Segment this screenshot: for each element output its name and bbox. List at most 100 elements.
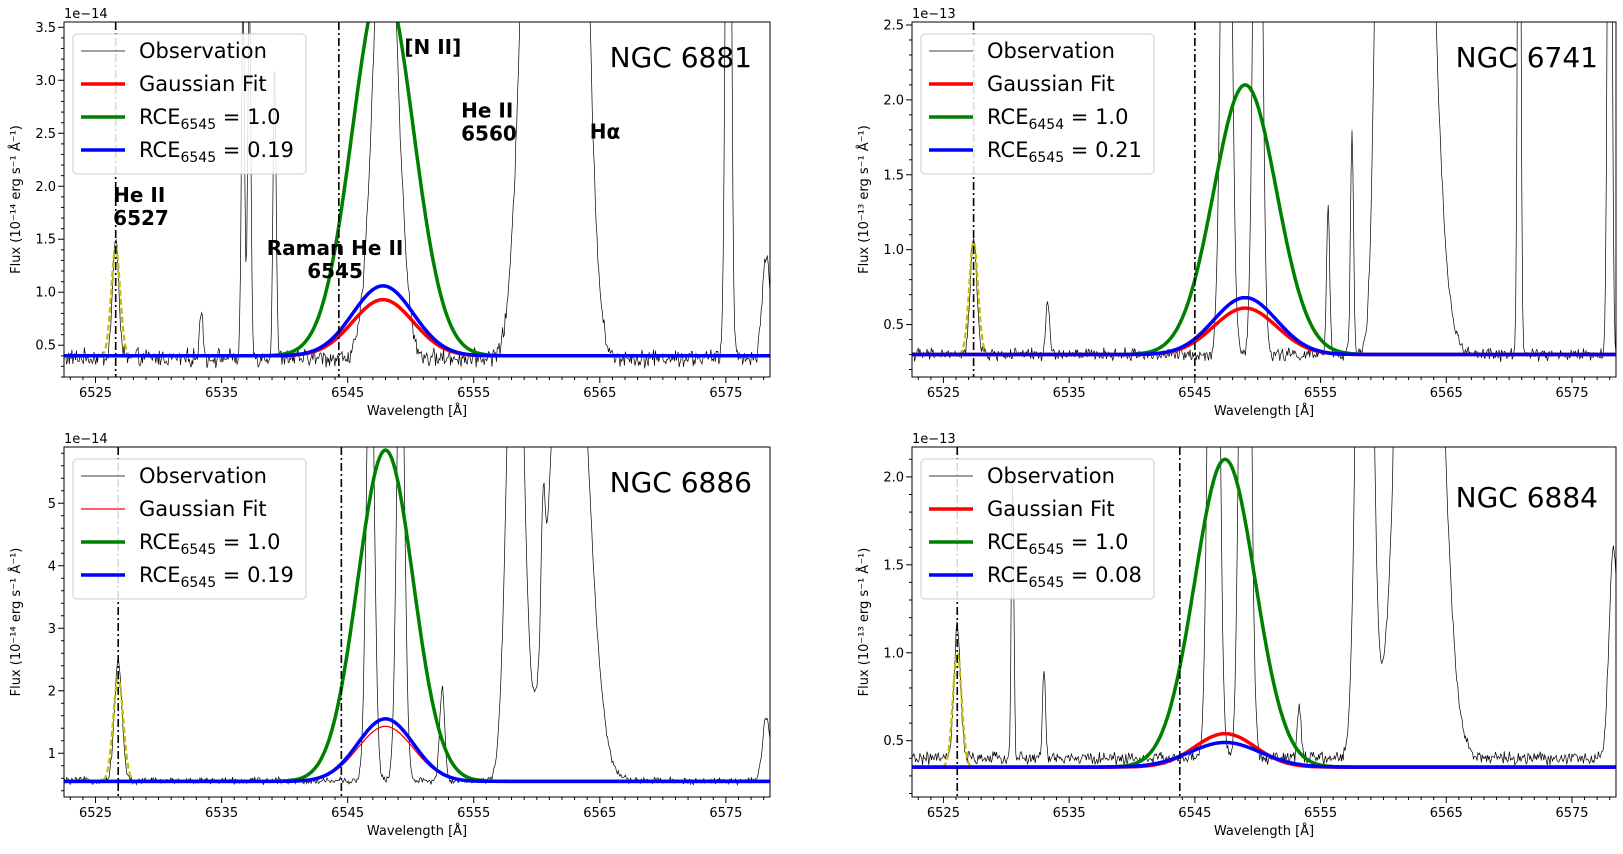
axes-frame	[911, 21, 1617, 378]
legend-label-rce_fit: RCE6545 = 0.08	[987, 563, 1142, 591]
y-tick-label: 2.5	[35, 127, 56, 142]
y-tick-label: 2.0	[883, 470, 904, 485]
x-tick-label: 6565	[1430, 386, 1463, 401]
annotation-line: He II	[113, 183, 165, 207]
object-title: NGC 6886	[610, 466, 752, 499]
x-axis-label: Wavelength [Å]	[367, 403, 467, 419]
x-tick-label: 6555	[1304, 386, 1337, 401]
legend-label-rce_full: RCE6545 = 1.0	[139, 105, 280, 133]
panel-bottom-left: 6525 6535 6545 6555 6565 6575 1 2 3 4 5 1e−14 Wavele…	[8, 432, 771, 839]
x-tick-label: 6525	[927, 386, 960, 401]
axis-offset-label: 1e−13	[912, 7, 956, 22]
legend-label-rce_full: RCE6545 = 1.0	[139, 530, 280, 558]
plot-area	[64, 447, 770, 797]
y-tick-label: 1.5	[883, 168, 904, 183]
y-tick-label: 2.0	[35, 180, 56, 195]
x-axis-label: Wavelength [Å]	[367, 823, 467, 839]
object-title: NGC 6881	[610, 41, 752, 74]
x-tick-label: 6525	[927, 806, 960, 821]
y-tick-label: 2.5	[883, 18, 904, 33]
legend-label-rce_fit: RCE6545 = 0.21	[987, 138, 1142, 166]
he-ii-fit-line	[958, 239, 989, 356]
x-tick-label: 6535	[1053, 386, 1086, 401]
legend-label-base: RCE	[987, 138, 1028, 162]
legend-label-rest: = 1.0	[1064, 530, 1128, 554]
panel-bottom-right: 6525 6535 6545 6555 6565 6575 0.5 1.0 1.5 2.0 1e−1…	[856, 432, 1617, 839]
gaussian-fit-line	[64, 725, 770, 783]
annotation-0: He II 6527	[113, 183, 169, 230]
legend-label-rce_full: RCE6545 = 1.0	[987, 530, 1128, 558]
y-tick-label: 0.5	[35, 339, 56, 354]
legend-label-sub: 6545	[1028, 150, 1064, 166]
legend-label-base: RCE	[139, 530, 180, 554]
axis-offset-label: 1e−13	[912, 432, 956, 447]
x-tick-label: 6535	[205, 806, 238, 821]
x-tick-label: 6545	[331, 806, 364, 821]
annotation-line: 6560	[461, 121, 517, 145]
axis-offset-label: 1e−14	[64, 7, 108, 22]
plot-area	[912, 22, 1616, 377]
rce-fit-line	[912, 295, 1616, 357]
x-tick-label: 6555	[457, 806, 490, 821]
legend: Observation Gaussian Fit RCE6545 = 1.0 RCE6…	[72, 33, 307, 175]
x-tick-label: 6575	[1555, 386, 1588, 401]
gaussian-fit-line	[64, 297, 770, 358]
plot-area	[912, 447, 1616, 797]
axis-offset-label: 1e−14	[64, 432, 108, 447]
y-tick-label: 1.0	[883, 646, 904, 661]
legend-label-base: RCE	[987, 530, 1028, 554]
he-ii-fit-line	[941, 650, 973, 768]
rce-fit-line	[64, 717, 770, 784]
legend-label-rest: = 1.0	[216, 530, 280, 554]
y-axis-label: Flux (10⁻¹⁴ erg s⁻¹ Å⁻¹)	[8, 125, 24, 274]
legend-label-rce_fit: RCE6545 = 0.19	[139, 563, 294, 591]
legend-box	[920, 33, 1155, 175]
axes-frame	[63, 446, 771, 798]
object-title: NGC 6884	[1456, 481, 1598, 514]
annotation-4: Hα	[590, 120, 620, 144]
legend: Observation Gaussian Fit RCE6545 = 1.0 RCE6…	[72, 458, 307, 600]
y-tick-label: 5	[48, 497, 56, 512]
legend-label-sub: 6545	[180, 150, 216, 166]
legend-label-sub: 6545	[1028, 575, 1064, 591]
y-axis-label: Flux (10⁻¹³ erg s⁻¹ Å⁻¹)	[856, 548, 872, 697]
legend-box	[72, 458, 307, 600]
x-tick-label: 6575	[1555, 806, 1588, 821]
y-tick-label: 1.5	[883, 558, 904, 573]
legend-label-base: RCE	[987, 563, 1028, 587]
legend-label-base: RCE	[139, 563, 180, 587]
legend-label-gaussian: Gaussian Fit	[987, 72, 1115, 96]
observation-line	[912, 447, 1616, 766]
legend-label-observation: Observation	[139, 39, 267, 63]
legend-label-observation: Observation	[987, 39, 1115, 63]
annotation-line: Raman He II	[267, 236, 404, 260]
x-tick-label: 6525	[79, 386, 112, 401]
annotation-2: He II 6560	[461, 98, 517, 145]
rce-fit-line	[64, 284, 770, 358]
rce-fit-line	[912, 740, 1616, 769]
y-tick-label: 3.0	[35, 74, 56, 89]
x-tick-label: 6565	[583, 386, 616, 401]
legend-label-gaussian: Gaussian Fit	[139, 497, 267, 521]
y-tick-label: 3	[48, 622, 56, 637]
y-tick-label: 0.5	[883, 734, 904, 749]
legend-label-gaussian: Gaussian Fit	[139, 72, 267, 96]
y-tick-label: 1.0	[35, 286, 56, 301]
gaussian-fit-line	[912, 306, 1616, 357]
legend-label-rest: = 1.0	[1064, 105, 1128, 129]
panel-top-left: 6525 6535 6545 6555 6565 6575 0.5 1.0 1.5 2.0 2.5 3…	[8, 7, 771, 419]
y-tick-label: 0.5	[883, 318, 904, 333]
legend-label-rest: = 0.08	[1064, 563, 1142, 587]
y-tick-label: 1.0	[883, 243, 904, 258]
annotation-3: Raman He II 6545	[267, 236, 404, 283]
x-tick-label: 6535	[1053, 806, 1086, 821]
legend-label-rce_full: RCE6454 = 1.0	[987, 105, 1128, 133]
legend-box	[920, 458, 1155, 600]
legend-label-rce_fit: RCE6545 = 0.19	[139, 138, 294, 166]
legend-label-observation: Observation	[139, 464, 267, 488]
y-tick-label: 1.5	[35, 233, 56, 248]
x-tick-label: 6565	[1430, 806, 1463, 821]
y-axis-label: Flux (10⁻¹³ erg s⁻¹ Å⁻¹)	[856, 125, 872, 274]
